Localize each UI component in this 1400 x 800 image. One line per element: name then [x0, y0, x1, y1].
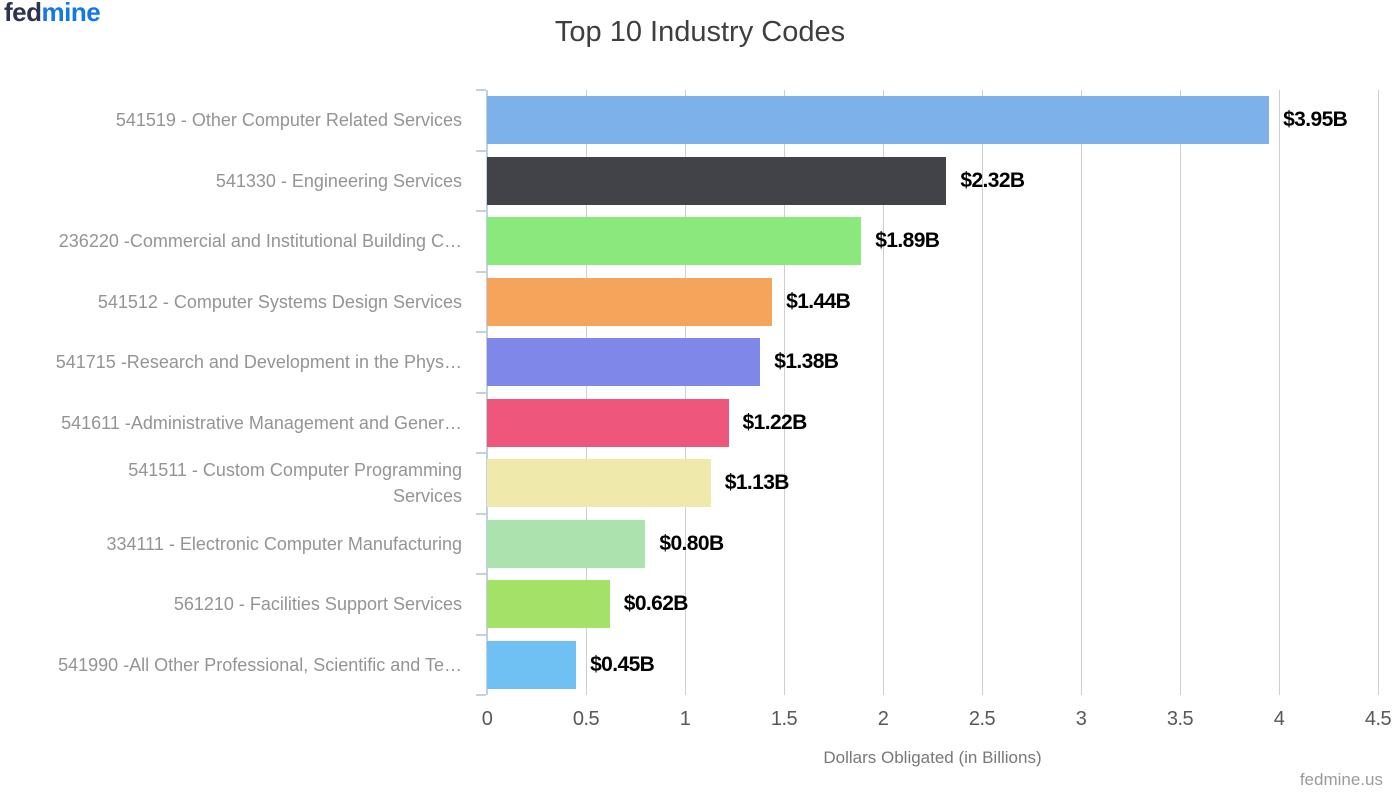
category-label: 236220 -Commercial and Institutional Bui…: [58, 231, 462, 252]
x-axis-ticks: 0 0.5 1 1.5 2 2.5 3 3.5 4 4.5: [482, 708, 1392, 734]
gridline: [1081, 90, 1082, 695]
y-axis-line: [486, 90, 488, 695]
y-axis-tick: [476, 573, 486, 575]
bar-4[interactable]: [487, 338, 761, 387]
y-axis-tick: [476, 149, 486, 152]
x-tick-label: 1: [679, 708, 691, 730]
y-axis-tick: [476, 694, 486, 696]
category-label: 541990 -All Other Professional, Scientif…: [58, 654, 462, 675]
category-label: 541519 - Other Computer Related Services: [115, 110, 462, 131]
gridline: [1279, 90, 1280, 695]
y-axis-tick: [476, 210, 486, 212]
category-label: 334111 - Electronic Computer Manufacturi…: [106, 533, 462, 554]
value-label: $1.44B: [786, 289, 851, 313]
value-label: $0.62B: [623, 592, 689, 616]
logo-fed-text: fed: [4, 0, 42, 27]
bar-9[interactable]: [487, 640, 577, 689]
y-axis-tick: [476, 633, 486, 636]
gridline: [586, 90, 587, 695]
gridline: [1180, 90, 1181, 695]
chart-title: Top 10 Industry Codes: [554, 16, 846, 48]
x-tick-label: 2: [877, 708, 889, 730]
gridline: [1378, 90, 1379, 695]
y-axis-tick: [476, 270, 486, 273]
value-label: $0.80B: [659, 531, 724, 555]
category-labels: 541519 - Other Computer Related Services…: [0, 90, 462, 695]
fedmine-logo[interactable]: fedmine: [4, 0, 101, 28]
value-label: $1.89B: [875, 229, 940, 253]
x-tick-label: 0.5: [572, 708, 600, 730]
category-label: 541512 - Computer Systems Design Service…: [97, 291, 462, 312]
bar-2[interactable]: [487, 217, 862, 266]
x-tick-label: 0: [481, 708, 493, 730]
value-label: $2.32B: [960, 168, 1025, 192]
logo-mine-text: mine: [41, 0, 101, 27]
value-label: $1.13B: [724, 471, 790, 495]
x-tick-label: 3: [1075, 708, 1087, 730]
bar-3[interactable]: [487, 277, 773, 326]
x-tick-label: 2.5: [968, 708, 996, 730]
x-tick-label: 1.5: [770, 708, 798, 730]
value-label: $1.22B: [742, 410, 808, 434]
footer-link[interactable]: fedmine.us: [1299, 770, 1383, 789]
category-label: 541511 - Custom Computer Programming Ser…: [128, 460, 462, 507]
bar-6[interactable]: [487, 459, 711, 508]
value-label: $3.95B: [1283, 108, 1348, 132]
gridline: [784, 90, 785, 695]
category-label: 541611 -Administrative Management and Ge…: [61, 412, 462, 433]
gridline: [982, 90, 983, 695]
category-label: 541330 - Engineering Services: [215, 170, 462, 191]
category-label: 561210 - Facilities Support Services: [173, 594, 462, 615]
y-axis-tick: [476, 89, 486, 91]
x-tick-label: 4: [1273, 708, 1285, 730]
x-tick-label: 4.5: [1364, 708, 1392, 730]
y-axis-tick: [476, 512, 486, 515]
gridline: [883, 90, 884, 695]
bar-7[interactable]: [487, 519, 646, 568]
plot-area: $3.95B $2.32B $1.89B $1.44B $1.38B $1.22B $1.1…: [476, 89, 1379, 696]
y-axis-tick: [476, 452, 486, 454]
x-tick-label: 3.5: [1166, 708, 1194, 730]
category-label: 541715 -Research and Development in the …: [55, 352, 462, 373]
gridline: [685, 90, 686, 695]
y-axis-tick: [476, 391, 486, 394]
x-axis-title: Dollars Obligated (in Billions): [823, 748, 1042, 767]
bar-1[interactable]: [487, 156, 947, 205]
y-axis-tick: [476, 331, 486, 333]
bar-8[interactable]: [487, 580, 610, 629]
value-label: $1.38B: [774, 350, 839, 374]
bar-0[interactable]: [487, 96, 1270, 145]
bar-5[interactable]: [487, 398, 729, 447]
value-label: $0.45B: [590, 652, 655, 676]
